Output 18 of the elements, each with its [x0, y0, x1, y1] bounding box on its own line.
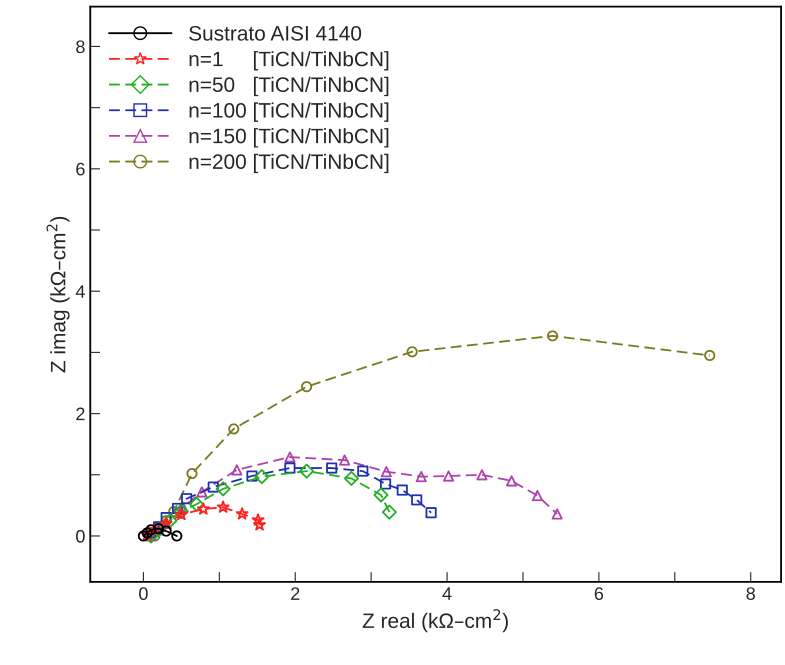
- y-tick-label: 2: [76, 408, 85, 420]
- legend-label: n=100 [TiCN/TiNbCN]: [190, 102, 388, 122]
- y-tick-label: 8: [76, 40, 85, 54]
- legend-label: n=1 [TiCN/TiNbCN]: [190, 51, 388, 70]
- legend-label: n=150 [TiCN/TiNbCN]: [190, 128, 388, 148]
- x-tick-label: 2: [291, 587, 300, 600]
- x-tick-label: 8: [746, 587, 755, 600]
- y-tick-label: 0: [76, 530, 85, 543]
- y-axis-title: Z imag (kΩ–cm$^{2}$): [46, 216, 70, 372]
- legend-label: n=50 [TiCN/TiNbCN]: [190, 76, 388, 96]
- legend-label: n=200 [TiCN/TiNbCN]: [190, 154, 388, 174]
- x-tick-label: 4: [442, 587, 452, 600]
- x-tick-label: 0: [139, 587, 148, 600]
- legend-label: Sustrato AISI 4140: [189, 26, 362, 41]
- x-tick-label: 6: [594, 587, 604, 600]
- x-axis-title: Z real (kΩ–cm$^{2}$): [362, 609, 508, 632]
- y-tick-label: 4: [76, 285, 85, 298]
- y-tick-label: 6: [76, 162, 85, 176]
